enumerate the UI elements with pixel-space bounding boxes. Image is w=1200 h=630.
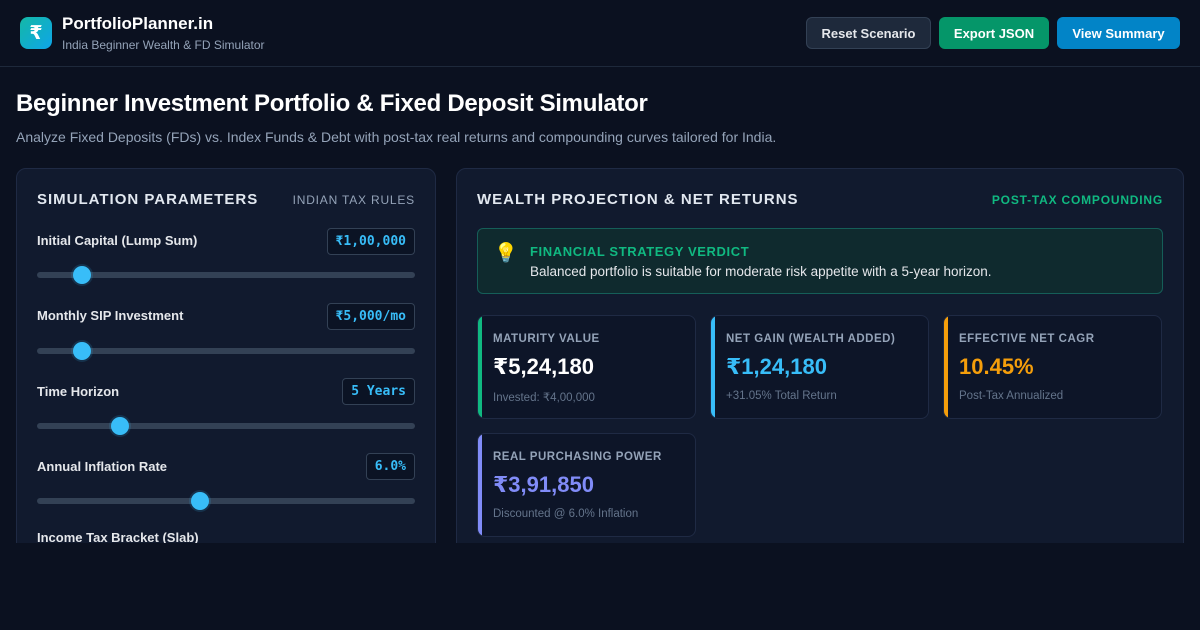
export-json-button[interactable]: Export JSON (939, 17, 1049, 49)
card-label: MATURITY VALUE (493, 333, 600, 345)
monthly-sip-value[interactable]: ₹5,000/mo (326, 303, 415, 330)
tax-bracket-label: Income Tax Bracket (Slab) (37, 530, 199, 545)
wealth-projection-panel: WEALTH PROJECTION & NET RETURNS POST-TAX… (456, 168, 1184, 568)
inflation-rate-value[interactable]: 6.0% (365, 453, 415, 480)
slider-thumb[interactable] (73, 342, 92, 360)
initial-capital-slider[interactable] (37, 266, 415, 284)
page-title: Beginner Investment Portfolio & Fixed De… (16, 90, 648, 117)
card-label: EFFECTIVE NET CAGR (959, 333, 1095, 345)
card-accent-bar (478, 434, 482, 536)
card-label: NET GAIN (WEALTH ADDED) (726, 333, 896, 345)
panel-title: WEALTH PROJECTION & NET RETURNS (477, 191, 799, 208)
card-accent-bar (944, 316, 948, 418)
card-accent-bar (478, 316, 482, 418)
simulation-parameters-panel: SIMULATION PARAMETERS INDIAN TAX RULES I… (16, 168, 436, 568)
time-horizon-label: Time Horizon (37, 384, 120, 399)
slider-thumb[interactable] (73, 266, 92, 284)
reset-scenario-button[interactable]: Reset Scenario (806, 17, 931, 49)
monthly-sip-slider[interactable] (37, 342, 415, 360)
verdict-text: Balanced portfolio is suitable for moder… (530, 264, 992, 279)
top-bar: ₹ PortfolioPlanner.in India Beginner Wea… (0, 0, 1200, 67)
brand-name[interactable]: PortfolioPlanner.in (62, 14, 214, 33)
initial-capital-label: Initial Capital (Lump Sum) (37, 233, 198, 248)
card-note: Discounted @ 6.0% Inflation (493, 508, 639, 520)
card-note: Invested: ₹4,00,000 (493, 392, 595, 404)
net-gain-card: NET GAIN (WEALTH ADDED) ₹1,24,180 +31.05… (710, 315, 929, 419)
purchasing-power-card: REAL PURCHASING POWER ₹3,91,850 Discount… (477, 433, 696, 537)
page-footer-area (0, 543, 1200, 630)
slider-thumb[interactable] (190, 492, 209, 510)
slider-thumb[interactable] (111, 417, 130, 435)
card-value: 10.45% (959, 354, 1034, 379)
page-subtitle: Analyze Fixed Deposits (FDs) vs. Index F… (16, 129, 777, 145)
time-horizon-value[interactable]: 5 Years (342, 378, 415, 405)
maturity-value-card: MATURITY VALUE ₹5,24,180 Invested: ₹4,00… (477, 315, 696, 419)
panel-title: SIMULATION PARAMETERS (37, 191, 259, 208)
initial-capital-value[interactable]: ₹1,00,000 (326, 228, 415, 255)
post-tax-tag: POST-TAX COMPOUNDING (991, 193, 1163, 207)
card-value: ₹5,24,180 (493, 354, 594, 379)
card-accent-bar (711, 316, 715, 418)
card-note: Post-Tax Annualized (959, 390, 1064, 402)
brand-subtitle: India Beginner Wealth & FD Simulator (62, 38, 265, 52)
time-horizon-slider[interactable] (37, 417, 415, 435)
monthly-sip-label: Monthly SIP Investment (37, 308, 184, 323)
strategy-verdict-box: 💡 FINANCIAL STRATEGY VERDICT Balanced po… (477, 228, 1163, 294)
card-note: +31.05% Total Return (726, 390, 837, 402)
tax-rules-tag: INDIAN TAX RULES (292, 193, 415, 207)
card-value: ₹3,91,850 (493, 472, 594, 497)
net-cagr-card: EFFECTIVE NET CAGR 10.45% Post-Tax Annua… (943, 315, 1162, 419)
verdict-title: FINANCIAL STRATEGY VERDICT (530, 244, 750, 259)
lightbulb-icon: 💡 (494, 243, 518, 264)
inflation-rate-slider[interactable] (37, 492, 415, 510)
card-value: ₹1,24,180 (726, 354, 827, 379)
card-label: REAL PURCHASING POWER (493, 451, 662, 463)
view-summary-button[interactable]: View Summary (1057, 17, 1180, 49)
rupee-logo-icon: ₹ (20, 17, 52, 49)
inflation-rate-label: Annual Inflation Rate (37, 459, 167, 474)
